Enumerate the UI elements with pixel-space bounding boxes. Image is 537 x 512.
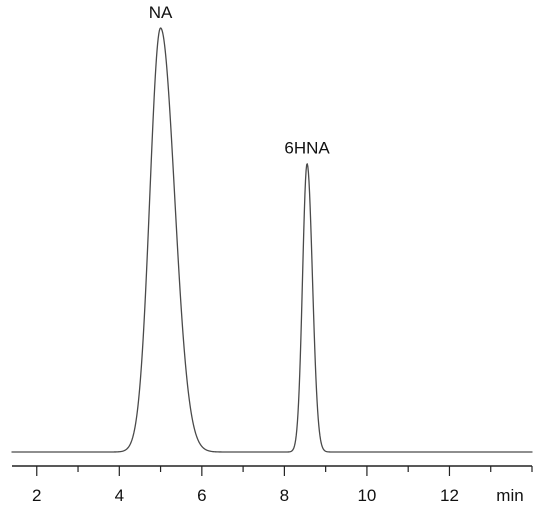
- trace-layer: [11, 27, 533, 453]
- x-axis-tick-label: 6: [197, 486, 206, 505]
- x-axis-tick-label: 12: [440, 486, 459, 505]
- peak-labels: NA 6HNA: [149, 3, 331, 158]
- x-axis-tick-label: 8: [280, 486, 289, 505]
- x-axis-tick-label: 4: [115, 486, 124, 505]
- peak-label: NA: [149, 3, 173, 22]
- x-axis-tick-label: 2: [32, 486, 41, 505]
- peak-label: 6HNA: [284, 139, 330, 158]
- x-axis-unit-label: min: [496, 486, 523, 505]
- chromatogram-trace: [11, 27, 533, 453]
- x-axis-tick-label: 10: [357, 486, 376, 505]
- x-axis-ticks: 2 4 6 8 10 12: [32, 466, 533, 505]
